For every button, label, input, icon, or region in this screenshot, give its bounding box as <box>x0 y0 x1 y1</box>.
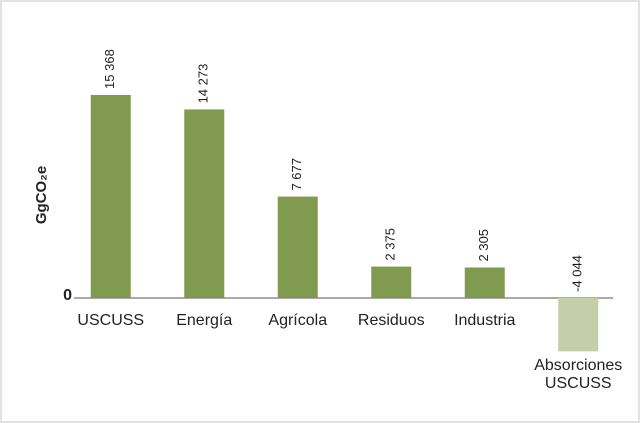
bar <box>90 94 131 298</box>
x-tick-label: Energía <box>176 311 233 329</box>
x-tick-label: Industria <box>454 311 516 329</box>
value-label: 14 273 <box>196 64 211 104</box>
x-tick-label: Agrícola <box>268 311 328 329</box>
value-label: -4 044 <box>570 255 585 292</box>
value-label: 7 677 <box>289 158 304 191</box>
x-tick-label: Absorciones USCUSS <box>534 357 623 393</box>
x-tick-label: Residuos <box>357 311 425 329</box>
bar <box>371 266 412 298</box>
value-label: 2 375 <box>383 228 398 261</box>
x-tick-label: USCUSS <box>77 311 145 329</box>
bar <box>184 109 225 298</box>
value-label: 15 368 <box>102 49 117 89</box>
value-label: 2 305 <box>476 229 491 262</box>
y-tick-label: 0 <box>63 287 72 304</box>
bar <box>558 297 599 352</box>
y-axis-label: GgCO₂e <box>33 166 50 224</box>
bar <box>277 196 318 298</box>
bar <box>464 267 505 298</box>
